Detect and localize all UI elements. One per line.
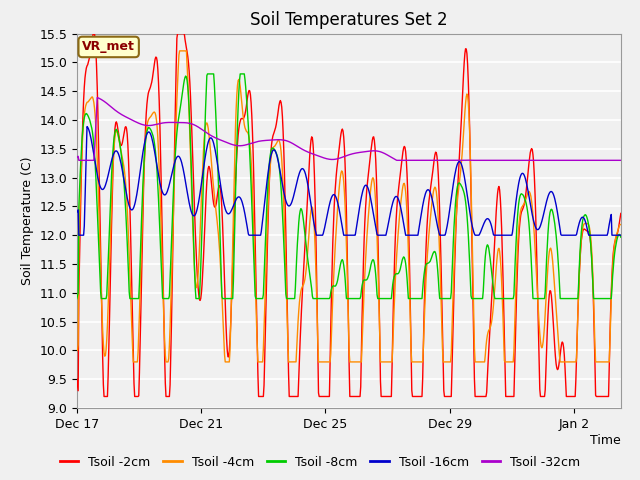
Tsoil -2cm — [108, 223, 115, 229]
Tsoil -4cm — [543, 286, 550, 292]
Tsoil -16cm — [421, 193, 429, 199]
Title: Soil Temperatures Set 2: Soil Temperatures Set 2 — [250, 11, 447, 29]
Tsoil -2cm — [390, 273, 398, 279]
Tsoil -8cm — [204, 71, 211, 77]
Tsoil -4cm — [390, 307, 398, 312]
Tsoil -2cm — [73, 376, 81, 382]
Tsoil -32cm — [93, 95, 101, 100]
Tsoil -8cm — [106, 205, 114, 211]
Tsoil -2cm — [421, 286, 429, 292]
Tsoil -16cm — [390, 196, 398, 202]
Text: Time: Time — [590, 434, 621, 447]
Text: VR_met: VR_met — [82, 40, 135, 53]
Legend: Tsoil -2cm, Tsoil -4cm, Tsoil -8cm, Tsoil -16cm, Tsoil -32cm: Tsoil -2cm, Tsoil -4cm, Tsoil -8cm, Tsoi… — [54, 451, 586, 474]
Tsoil -32cm — [404, 157, 412, 163]
Tsoil -2cm — [90, 31, 98, 36]
Tsoil -32cm — [617, 157, 625, 163]
Line: Tsoil -8cm: Tsoil -8cm — [77, 74, 621, 299]
Tsoil -16cm — [83, 124, 91, 130]
Tsoil -32cm — [390, 156, 398, 162]
Tsoil -16cm — [487, 221, 495, 227]
Tsoil -4cm — [421, 306, 429, 312]
Tsoil -4cm — [129, 359, 137, 365]
Tsoil -4cm — [404, 247, 412, 252]
Tsoil -32cm — [421, 157, 429, 163]
Tsoil -8cm — [420, 272, 428, 277]
Tsoil -8cm — [617, 234, 625, 240]
Tsoil -8cm — [486, 255, 494, 261]
Tsoil -8cm — [390, 277, 397, 283]
Tsoil -4cm — [73, 348, 81, 353]
Tsoil -32cm — [108, 104, 115, 110]
Tsoil -16cm — [543, 199, 550, 204]
Tsoil -8cm — [542, 272, 550, 278]
Tsoil -32cm — [543, 157, 550, 163]
Line: Tsoil -2cm: Tsoil -2cm — [77, 34, 621, 396]
Tsoil -16cm — [617, 232, 625, 238]
Tsoil -16cm — [108, 158, 115, 164]
Tsoil -32cm — [487, 157, 495, 163]
Tsoil -4cm — [487, 323, 495, 329]
Tsoil -16cm — [75, 232, 83, 238]
Tsoil -16cm — [404, 232, 412, 238]
Tsoil -16cm — [73, 209, 81, 215]
Tsoil -2cm — [543, 347, 550, 352]
Line: Tsoil -16cm: Tsoil -16cm — [77, 127, 621, 235]
Tsoil -4cm — [176, 48, 184, 54]
Tsoil -2cm — [487, 312, 495, 317]
Tsoil -4cm — [106, 241, 114, 247]
Tsoil -2cm — [617, 211, 625, 216]
Tsoil -8cm — [73, 296, 81, 301]
Tsoil -2cm — [100, 394, 108, 399]
Tsoil -32cm — [75, 157, 83, 163]
Tsoil -2cm — [404, 212, 412, 217]
Line: Tsoil -32cm: Tsoil -32cm — [77, 97, 621, 160]
Tsoil -32cm — [73, 155, 81, 160]
Tsoil -8cm — [404, 285, 412, 291]
Line: Tsoil -4cm: Tsoil -4cm — [77, 51, 621, 362]
Y-axis label: Soil Temperature (C): Soil Temperature (C) — [20, 156, 34, 285]
Tsoil -4cm — [617, 222, 625, 228]
